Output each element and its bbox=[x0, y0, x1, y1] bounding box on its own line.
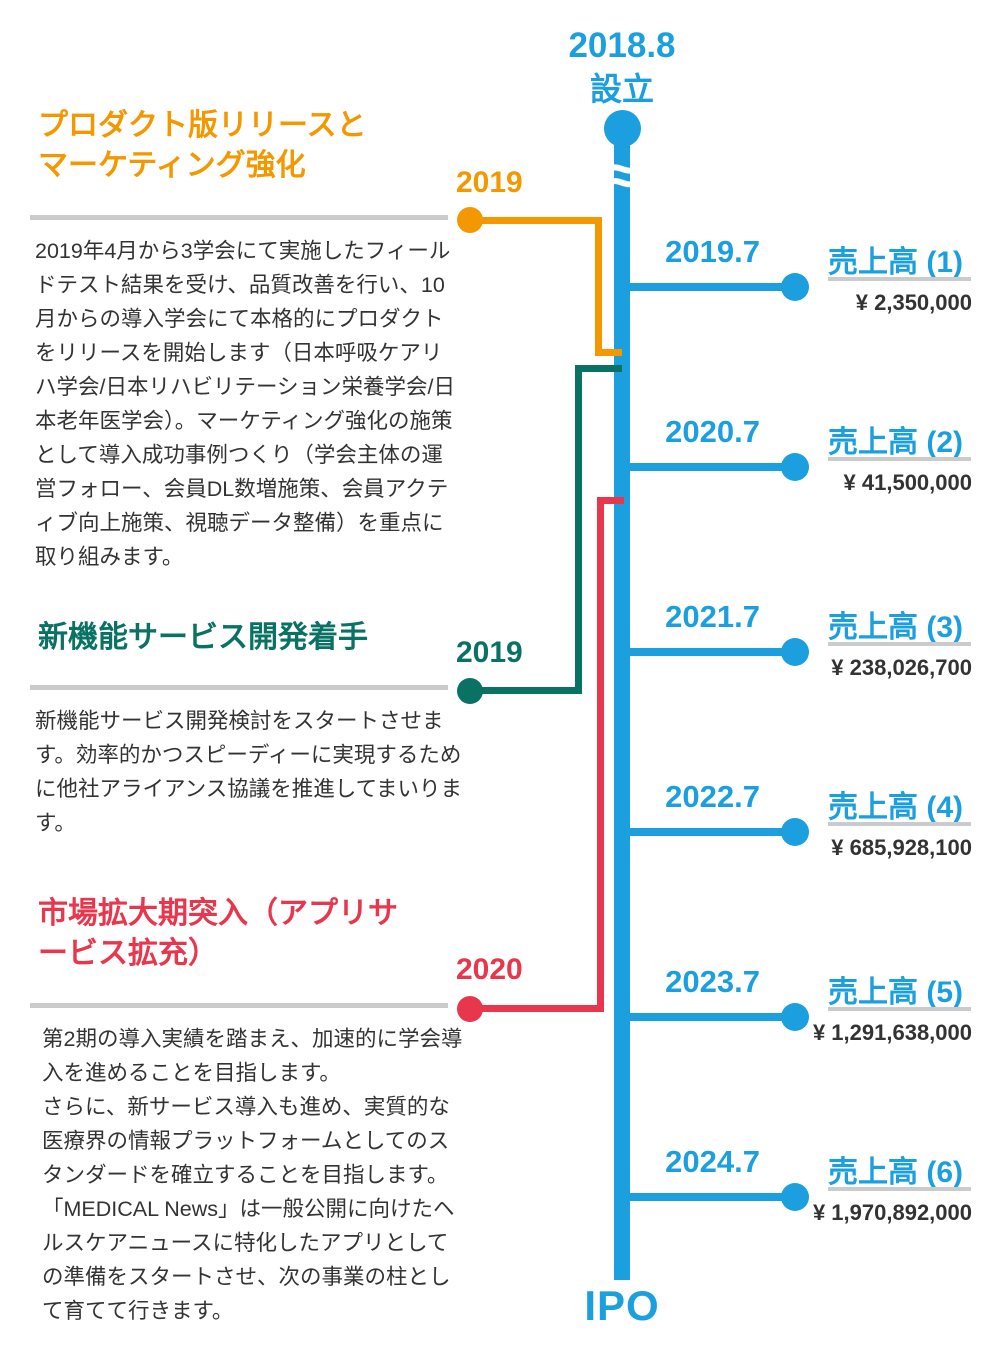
connector-segment bbox=[470, 1005, 604, 1012]
milestone-date: 2024.7 bbox=[665, 1144, 760, 1179]
milestone-amount: ¥ 1,970,892,000 bbox=[812, 1200, 972, 1225]
section-year-label: 2020 bbox=[456, 953, 523, 986]
milestone-dot bbox=[781, 638, 809, 666]
section-year-dot bbox=[457, 996, 483, 1022]
milestone-date: 2020.7 bbox=[665, 414, 760, 449]
milestone-date: 2019.7 bbox=[665, 234, 760, 269]
section-divider bbox=[30, 215, 448, 220]
milestone-date: 2023.7 bbox=[665, 964, 760, 999]
section-divider bbox=[30, 1003, 448, 1008]
connector-segment bbox=[575, 365, 582, 694]
section-year-dot bbox=[457, 678, 483, 704]
connector-segment bbox=[582, 365, 622, 372]
milestone-label: 売上高 (2) bbox=[828, 426, 963, 459]
section-year-label: 2019 bbox=[456, 636, 523, 669]
connector-segment bbox=[595, 217, 602, 356]
milestone-divider bbox=[828, 1007, 971, 1011]
section-title: プロダクト版リリースと マーケティング強化 bbox=[38, 109, 367, 182]
timeline-bar bbox=[614, 128, 630, 1280]
milestone-label: 売上高 (6) bbox=[828, 1156, 963, 1189]
founding-dot bbox=[604, 110, 641, 147]
milestone-label: 売上高 (5) bbox=[828, 976, 963, 1009]
milestone-connector bbox=[630, 1013, 795, 1021]
connector-segment bbox=[470, 217, 602, 224]
milestone-amount: ¥ 238,026,700 bbox=[831, 655, 972, 680]
milestone-connector bbox=[630, 463, 795, 471]
milestone-divider bbox=[828, 277, 971, 281]
connector-segment bbox=[470, 687, 582, 694]
timeline-break-icon: ≈ bbox=[606, 143, 638, 208]
section-title: 市場拡大期突入（アプリサ ービス拡充） bbox=[38, 897, 398, 970]
milestone-connector bbox=[630, 648, 795, 656]
milestone-date: 2022.7 bbox=[665, 779, 760, 814]
section-divider bbox=[30, 685, 448, 690]
connector-segment bbox=[604, 497, 624, 504]
milestone-label: 売上高 (1) bbox=[828, 246, 963, 279]
section-year-dot bbox=[457, 207, 483, 233]
section-year-label: 2019 bbox=[456, 166, 523, 199]
milestone-label: 売上高 (4) bbox=[828, 791, 963, 824]
milestone-divider bbox=[828, 642, 971, 646]
connector-segment bbox=[595, 349, 622, 356]
milestone-connector bbox=[630, 1193, 795, 1201]
section-body: 2019年4月から3学会にて実施したフィールドテスト結果を受け、品質改善を行い、… bbox=[35, 239, 456, 569]
ipo-label: IPO bbox=[584, 1282, 660, 1329]
milestone-label: 売上高 (3) bbox=[828, 611, 963, 644]
milestone-dot bbox=[781, 1003, 809, 1031]
connector-segment bbox=[597, 497, 604, 1012]
section-title: 新機能サービス開発着手 bbox=[38, 621, 368, 654]
section-body: 新機能サービス開発検討をスタートさせます。効率的かつスピーディーに実現するために… bbox=[35, 709, 462, 835]
founding-date: 2018.8 bbox=[568, 26, 676, 65]
milestone-amount: ¥ 41,500,000 bbox=[843, 470, 972, 495]
milestone-connector bbox=[630, 828, 795, 836]
milestone-date: 2021.7 bbox=[665, 599, 760, 634]
milestone-dot bbox=[781, 1183, 809, 1211]
section-body: 第2期の導入実績を踏まえ、加速的に学会導入を進めることを目指します。 さらに、新… bbox=[42, 1027, 463, 1323]
milestone-divider bbox=[828, 457, 971, 461]
milestone-amount: ¥ 1,291,638,000 bbox=[812, 1020, 972, 1045]
milestone-dot bbox=[781, 273, 809, 301]
milestone-amount: ¥ 2,350,000 bbox=[855, 290, 972, 315]
milestone-dot bbox=[781, 818, 809, 846]
milestone-divider bbox=[828, 1187, 971, 1191]
milestone-dot bbox=[781, 453, 809, 481]
milestone-divider bbox=[828, 822, 971, 826]
founding-label: 設立 bbox=[589, 71, 654, 107]
milestone-amount: ¥ 685,928,100 bbox=[831, 835, 972, 860]
milestone-connector bbox=[630, 283, 795, 291]
